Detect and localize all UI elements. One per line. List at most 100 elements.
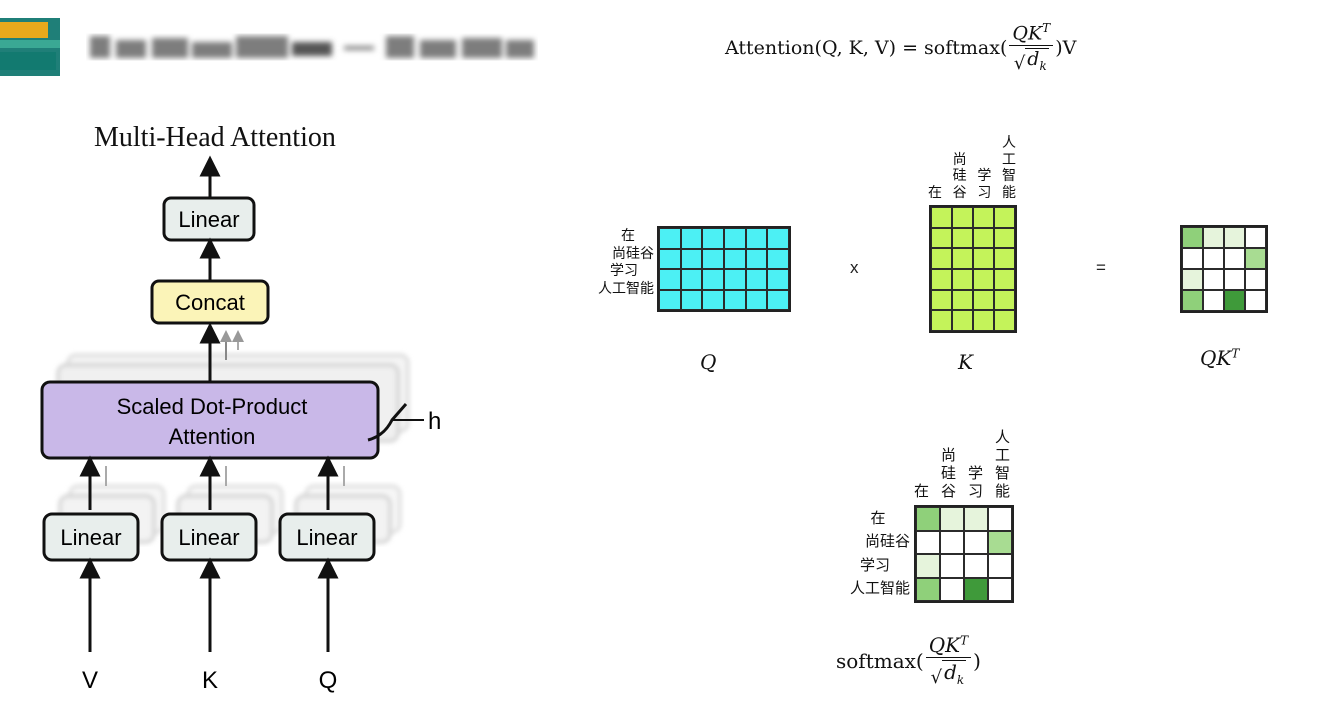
k-matrix-cell — [994, 248, 1015, 269]
linear-label-v: Linear — [60, 525, 121, 550]
formula-lhs: Attention(Q, K, V) = softmax( — [725, 37, 1008, 60]
q-matrix-cell — [723, 228, 746, 249]
q-matrix-cell — [723, 289, 746, 310]
k-matrix-cell — [952, 268, 973, 290]
softmax-denominator: d — [944, 660, 957, 684]
q-row-token-3: 学习 — [610, 263, 638, 279]
q-row-token-4: 人工智能 — [598, 280, 654, 297]
softmax-matrix-cell — [916, 530, 940, 554]
q-matrix-cell — [680, 269, 703, 290]
q-label: Q — [700, 350, 717, 374]
k-matrix-cell — [973, 268, 994, 290]
qkt-matrix-cell — [1182, 227, 1203, 248]
softmax-matrix-cell — [988, 530, 1012, 554]
softmax-label: softmax( QKT √ dk ) — [836, 633, 981, 689]
q-matrix-cell — [659, 269, 681, 290]
softmax-matrix-cell — [940, 554, 964, 578]
softmax-matrix-cell — [988, 507, 1012, 531]
q-matrix-cell — [659, 289, 681, 310]
softmax-matrix-cell — [964, 554, 988, 578]
softmax-matrix-cell — [916, 507, 940, 531]
formula-denominator: d — [1027, 48, 1040, 71]
blurred-title — [90, 36, 534, 58]
formula-numerator-sup: T — [1042, 21, 1051, 35]
k-matrix-cell — [994, 268, 1015, 290]
q-matrix — [657, 226, 791, 312]
k-matrix-cell — [952, 289, 973, 311]
softmax-matrix-cell — [988, 577, 1012, 601]
softmax-denominator-sub: k — [956, 673, 965, 687]
q-matrix-cell — [680, 248, 703, 269]
qkt-matrix — [1180, 225, 1268, 313]
q-row-token-2: 尚硅谷 — [612, 245, 654, 262]
q-matrix-cell — [680, 228, 703, 249]
q-matrix-cell — [767, 269, 789, 290]
softmax-matrix-cell — [940, 530, 964, 554]
softmax-row-token-4: 人工智能 — [849, 578, 910, 597]
q-matrix-cell — [723, 248, 746, 269]
equals-operator: = — [1096, 258, 1106, 277]
formula-rhs: )V — [1055, 37, 1077, 60]
attention-label-line1: Scaled Dot-Product — [117, 394, 308, 419]
softmax-matrix-cell — [940, 507, 964, 531]
q-matrix-cell — [702, 248, 724, 269]
softmax-col-token-3: 学习 — [967, 464, 983, 500]
k-matrix-cell — [952, 248, 973, 269]
q-matrix-cell — [767, 289, 789, 310]
qkt-matrix-cell — [1203, 227, 1224, 248]
qkt-matrix-cell — [1182, 290, 1203, 311]
heads-brace — [367, 403, 408, 442]
diagram-title: Multi-Head Attention — [94, 122, 336, 153]
k-label: K — [958, 350, 973, 374]
k-matrix — [929, 205, 1017, 333]
qkt-matrix-cell — [1203, 248, 1224, 269]
attention-label-line2: Attention — [169, 424, 256, 449]
softmax-matrix-cell — [916, 577, 940, 601]
k-matrix-cell — [973, 310, 994, 331]
attention-formula: Attention(Q, K, V) = softmax( QKT √ dk )V — [725, 21, 1077, 75]
softmax-matrix-cell — [916, 554, 940, 578]
k-matrix-cell — [931, 207, 952, 228]
k-col-tokens: 在 尚硅谷 学习 人工智能 — [928, 118, 1016, 202]
k-matrix-cell — [931, 310, 952, 331]
qkt-matrix-cell — [1203, 290, 1224, 311]
softmax-numerator: QK — [928, 633, 961, 657]
linear-label-q: Linear — [296, 525, 357, 550]
softmax-row-token-1: 在 — [870, 509, 886, 527]
k-matrix-cell — [994, 289, 1015, 311]
softmax-suffix: ) — [973, 648, 981, 673]
heads-label: h — [428, 408, 441, 435]
softmax-matrix-cell — [964, 507, 988, 531]
q-matrix-cell — [745, 269, 768, 290]
k-matrix-cell — [973, 248, 994, 269]
qkt-matrix-cell — [1224, 227, 1245, 248]
k-matrix-cell — [973, 227, 994, 249]
q-row-tokens: 在 尚硅谷 学习 人工智能 — [582, 228, 654, 298]
softmax-prefix: softmax( — [836, 648, 924, 673]
k-matrix-cell — [994, 207, 1015, 228]
k-col-token-2: 尚硅谷 — [952, 151, 967, 202]
k-matrix-cell — [973, 207, 994, 228]
qkt-matrix-cell — [1245, 269, 1266, 290]
qkt-matrix-cell — [1224, 290, 1245, 311]
q-matrix-cell — [659, 228, 681, 249]
q-matrix-cell — [767, 228, 789, 249]
q-row-token-1: 在 — [621, 228, 635, 244]
qkt-matrix-cell — [1224, 269, 1245, 290]
input-label-k: K — [202, 667, 218, 694]
q-matrix-cell — [723, 269, 746, 290]
softmax-col-token-4: 人工智能 — [994, 428, 1010, 500]
qkt-matrix-cell — [1245, 290, 1266, 311]
k-matrix-cell — [973, 289, 994, 311]
times-operator: x — [850, 258, 859, 277]
qkt-matrix-cell — [1203, 269, 1224, 290]
qkt-label: QKT — [1200, 346, 1240, 370]
linear-label-k: Linear — [178, 525, 239, 550]
formula-numerator: QK — [1012, 22, 1043, 45]
q-matrix-cell — [702, 289, 724, 310]
formula-denominator-sub: k — [1039, 59, 1047, 74]
q-matrix-cell — [702, 228, 724, 249]
softmax-numerator-sup: T — [960, 633, 969, 648]
logo-icon — [0, 18, 60, 76]
softmax-matrix-cell — [964, 530, 988, 554]
